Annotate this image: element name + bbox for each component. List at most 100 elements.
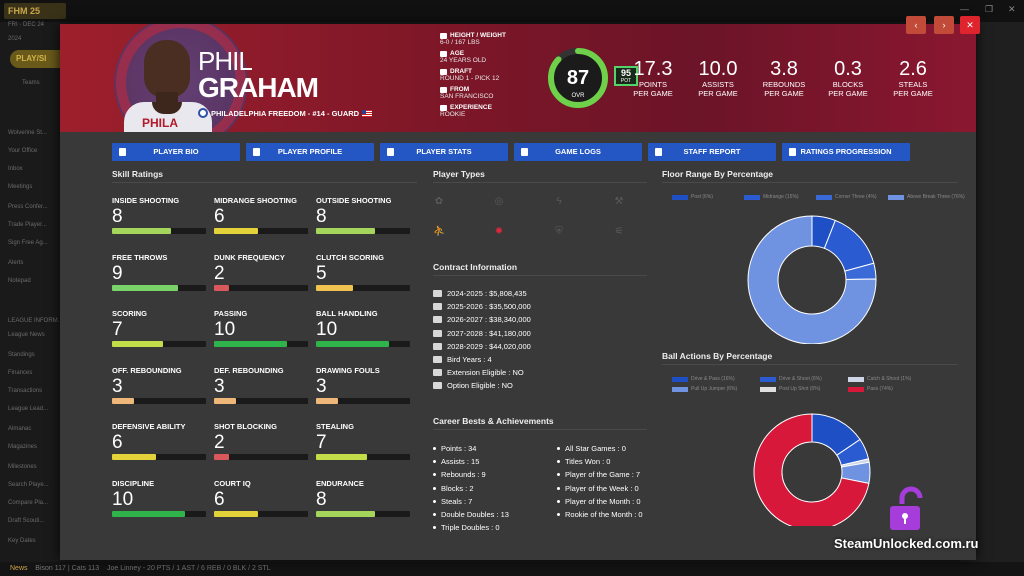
sidebar-item[interactable]: FRI · DEC 24: [8, 22, 45, 28]
career-item: All Star Games : 0: [557, 444, 626, 453]
skill-passing: PASSING 10: [214, 309, 308, 347]
bullet-icon: [557, 499, 560, 503]
bullet-icon: [433, 473, 436, 477]
skill-bar: [112, 284, 206, 291]
sidebar-item[interactable]: Press Confer...: [8, 204, 48, 210]
skill-bar-fill: [112, 341, 164, 347]
sidebar-item[interactable]: 2024: [8, 36, 22, 42]
person-icon: [440, 104, 447, 111]
app-titlebar: FHM 25 — ❐ ✕: [0, 0, 1024, 22]
tab-player-bio[interactable]: PLAYER BIO: [112, 143, 240, 161]
play-sim-button[interactable]: PLAY/SI: [10, 50, 70, 68]
skill-ratings-title: Skill Ratings: [112, 169, 164, 179]
sidebar-item[interactable]: Wolverine St...: [8, 130, 47, 136]
skill-midrange-shooting: MIDRANGE SHOOTING 6: [214, 196, 308, 234]
sidebar-item[interactable]: Transactions: [8, 388, 43, 394]
skill-bar-fill: [316, 284, 353, 291]
external-link-icon: [433, 369, 442, 377]
ball-actions-title: Ball Actions By Percentage: [662, 351, 773, 361]
sidebar-item[interactable]: Milestones: [8, 464, 37, 470]
career-item: Titles Won : 0: [557, 457, 610, 466]
chat-icon: [655, 148, 662, 156]
skill-bar-fill: [214, 341, 288, 347]
contract-title: Contract Information: [433, 262, 518, 272]
bullet-icon: [557, 473, 560, 477]
skill-name: MIDRANGE SHOOTING: [214, 196, 297, 205]
stat-value: 3.8: [770, 58, 798, 80]
close-window-icon[interactable]: ✕: [1008, 4, 1016, 14]
sidebar-item[interactable]: Magazines: [8, 444, 38, 450]
sidebar-item[interactable]: LEAGUE INFORM...: [8, 318, 63, 324]
sidebar-item[interactable]: Trade Player...: [8, 222, 47, 228]
career-item: Triple Doubles : 0: [433, 523, 500, 532]
sidebar-item[interactable]: Sign Free Ag...: [8, 240, 48, 246]
tab-ratings-progression[interactable]: RATINGS PROGRESSION: [782, 143, 910, 161]
skill-name: DEF. REBOUNDING: [214, 365, 284, 375]
sidebar-item[interactable]: Search Playe...: [8, 482, 49, 488]
skill-value: 10: [112, 488, 134, 510]
sidebar-item[interactable]: League News: [8, 332, 45, 338]
skill-name: INSIDE SHOOTING: [112, 196, 180, 205]
skill-bar: [214, 397, 308, 404]
sidebar-item[interactable]: Compare Pla...: [8, 500, 49, 506]
tab-player-profile[interactable]: PLAYER PROFILE: [246, 143, 374, 161]
legend-swatch: [744, 194, 760, 200]
legend-swatch: [816, 194, 832, 200]
bullet-icon: [433, 526, 436, 530]
skill-bar: [214, 510, 308, 517]
skill-bar-fill: [316, 397, 338, 404]
close-modal-button[interactable]: ✕: [960, 16, 980, 34]
sidebar-item[interactable]: League Lead...: [8, 406, 49, 412]
maximize-icon[interactable]: ❐: [985, 4, 994, 14]
sidebar-item[interactable]: Meetings: [8, 184, 33, 190]
sidebar-item[interactable]: Finances: [8, 370, 33, 376]
skill-value: 3: [214, 375, 225, 397]
skill-value: 3: [112, 375, 123, 397]
skill-inside-shooting: INSIDE SHOOTING 8: [112, 196, 206, 234]
skill-name: BALL HANDLING: [316, 309, 378, 318]
skill-bar: [214, 228, 308, 234]
cog-type-icon: ✿: [434, 196, 444, 207]
legend-swatch: [672, 376, 688, 382]
sidebar-item[interactable]: Notepad: [8, 278, 31, 284]
skill-endurance: ENDURANCE 8: [316, 479, 410, 517]
contract-detail: Option Eligible : NO: [433, 381, 513, 390]
tab-player-stats[interactable]: PLAYER STATS: [380, 143, 508, 161]
tab-game-logs[interactable]: GAME LOGS: [514, 143, 642, 161]
skill-defensive-ability: DEFENSIVE ABILITY 6: [112, 422, 206, 460]
player-portrait: PHILA: [124, 32, 212, 132]
legend-entry: Drive & Pass (16%): [672, 376, 735, 382]
skill-name: OFF. REBOUNDING: [112, 365, 182, 375]
forward-button[interactable]: ›: [934, 16, 954, 34]
sidebar-item[interactable]: Standings: [8, 352, 35, 358]
sidebar-item[interactable]: Inbox: [8, 166, 23, 172]
tab-staff-report[interactable]: STAFF REPORT: [648, 143, 776, 161]
sidebar-item[interactable]: Your Office: [8, 148, 38, 154]
skill-bar: [112, 454, 206, 460]
legend-swatch: [848, 376, 864, 382]
career-item: Player of the Month : 0: [557, 497, 640, 506]
calendar-icon: [440, 50, 447, 57]
skill-bar-fill: [112, 284, 178, 291]
flame-type-icon: ✹: [494, 226, 504, 237]
team-position-line: PHILADELPHIA FREEDOM - #14 - GUARD: [198, 108, 373, 118]
skill-value: 2: [214, 262, 225, 284]
sidebar-item[interactable]: Alerts: [8, 260, 24, 266]
skill-stealing: STEALING 7: [316, 422, 410, 460]
clipboard-icon: [521, 148, 528, 156]
sidebar-item[interactable]: Teams: [22, 80, 40, 86]
game-logo: FHM 25: [4, 3, 66, 19]
divider: [433, 275, 647, 276]
sidebar-item[interactable]: Draft Scouti...: [8, 518, 45, 524]
sidebar-item[interactable]: Almanac: [8, 426, 32, 432]
skill-name: DRAWING FOULS: [316, 365, 380, 375]
skill-free-throws: FREE THROWS 9: [112, 253, 206, 291]
sidebar-item[interactable]: Key Dates: [8, 538, 36, 544]
skill-shot-blocking: SHOT BLOCKING 2: [214, 422, 308, 460]
player-card-modal: PHILA PHIL GRAHAM PHILADELPHIA FREEDOM -…: [60, 16, 980, 560]
minimize-icon[interactable]: —: [960, 4, 969, 14]
back-button[interactable]: ‹: [906, 16, 926, 34]
skill-value: 7: [112, 319, 123, 340]
skill-bar: [316, 341, 410, 347]
